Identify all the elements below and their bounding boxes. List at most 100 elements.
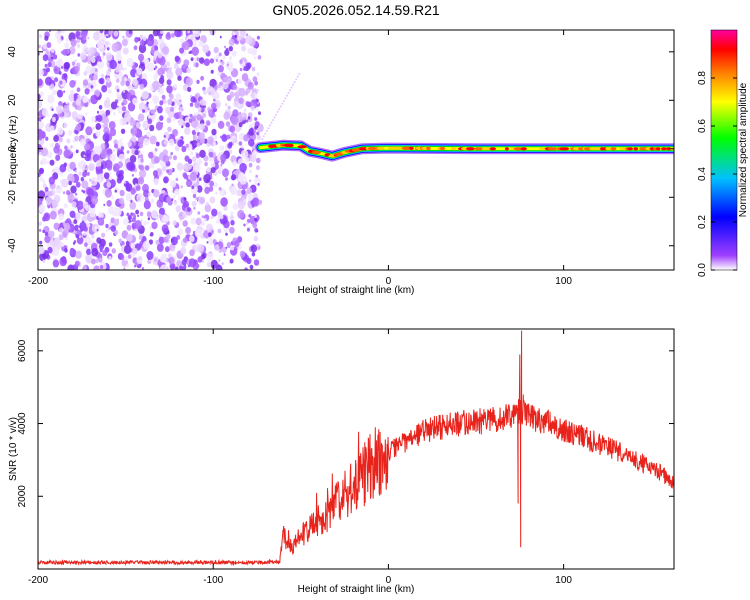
noise-speckle bbox=[66, 190, 71, 196]
noise-speckle bbox=[108, 206, 115, 215]
noise-speckle bbox=[116, 88, 120, 93]
noise-speckle bbox=[160, 264, 168, 270]
noise-speckle bbox=[225, 47, 229, 52]
noise-speckle bbox=[92, 31, 101, 41]
noise-speckle bbox=[166, 79, 172, 86]
noise-speckle bbox=[150, 209, 158, 219]
noise-speckle bbox=[218, 169, 222, 175]
noise-speckle bbox=[174, 266, 179, 270]
noise-speckle bbox=[201, 215, 205, 219]
noise-speckle bbox=[190, 96, 196, 103]
noise-speckle bbox=[95, 160, 102, 168]
noise-speckle bbox=[224, 103, 228, 107]
noise-speckle bbox=[105, 109, 111, 116]
spectrogram-y-label: Frequency (Hz) bbox=[8, 116, 19, 185]
noise-speckle bbox=[208, 237, 215, 246]
noise-speckle bbox=[247, 193, 254, 201]
noise-speckle bbox=[110, 101, 118, 110]
noise-speckle bbox=[172, 220, 177, 226]
noise-speckle bbox=[210, 215, 214, 220]
noise-speckle bbox=[157, 52, 163, 59]
noise-speckle bbox=[42, 43, 48, 50]
noise-speckle bbox=[137, 197, 140, 201]
noise-speckle bbox=[195, 217, 202, 226]
x-tick-label: 100 bbox=[555, 575, 572, 586]
noise-speckle bbox=[154, 156, 160, 164]
noise-speckle bbox=[102, 85, 105, 89]
noise-speckle bbox=[143, 189, 150, 198]
noise-speckle bbox=[109, 176, 113, 181]
noise-speckle bbox=[257, 245, 261, 250]
noise-speckle bbox=[206, 241, 209, 244]
noise-speckle bbox=[150, 198, 155, 203]
noise-speckle bbox=[96, 228, 99, 232]
noise-speckle bbox=[103, 99, 111, 108]
noise-speckle bbox=[132, 97, 138, 106]
noise-speckle bbox=[227, 142, 233, 149]
noise-speckle bbox=[173, 83, 178, 88]
noise-speckle bbox=[125, 263, 129, 268]
noise-speckle bbox=[82, 215, 88, 222]
noise-speckle bbox=[95, 123, 102, 130]
noise-speckle bbox=[203, 58, 210, 66]
noise-speckle bbox=[136, 67, 143, 75]
noise-speckle bbox=[223, 76, 227, 81]
noise-speckle bbox=[46, 67, 50, 73]
noise-speckle bbox=[48, 176, 56, 185]
noise-speckle bbox=[42, 229, 46, 234]
noise-speckle bbox=[38, 190, 46, 200]
noise-speckle bbox=[44, 235, 51, 244]
noise-speckle bbox=[177, 139, 184, 148]
noise-speckle bbox=[142, 221, 147, 226]
noise-speckle bbox=[213, 46, 219, 54]
noise-speckle bbox=[50, 143, 54, 148]
noise-speckle bbox=[238, 122, 243, 128]
noise-speckle bbox=[221, 246, 227, 253]
noise-speckle bbox=[205, 120, 211, 126]
noise-speckle bbox=[75, 30, 81, 37]
noise-speckle bbox=[256, 35, 260, 40]
noise-speckle bbox=[92, 126, 95, 130]
noise-speckle bbox=[45, 196, 53, 205]
noise-speckle bbox=[170, 179, 177, 188]
noise-speckle bbox=[82, 96, 88, 104]
noise-speckle bbox=[43, 189, 51, 198]
colorbar-gradient bbox=[710, 29, 738, 271]
snr-line bbox=[38, 330, 674, 567]
noise-speckle bbox=[256, 72, 260, 77]
noise-speckle bbox=[62, 49, 68, 56]
noise-speckle bbox=[181, 259, 187, 266]
noise-speckle bbox=[38, 120, 43, 131]
noise-speckle bbox=[131, 173, 134, 177]
noise-speckle bbox=[106, 35, 108, 39]
noise-speckle bbox=[186, 67, 192, 74]
noise-speckle bbox=[201, 260, 204, 263]
noise-speckle bbox=[250, 47, 258, 56]
noise-speckle bbox=[150, 109, 155, 115]
noise-speckle bbox=[161, 83, 164, 87]
noise-speckle bbox=[137, 145, 140, 149]
noise-speckle bbox=[166, 117, 172, 124]
noise-speckle bbox=[84, 242, 88, 247]
noise-speckle bbox=[243, 223, 246, 227]
noise-speckle bbox=[83, 154, 86, 158]
noise-speckle bbox=[139, 165, 145, 171]
noise-speckle bbox=[92, 74, 98, 81]
noise-speckle bbox=[137, 214, 140, 218]
noise-speckle bbox=[241, 113, 246, 118]
noise-speckle bbox=[153, 189, 160, 198]
noise-speckle bbox=[183, 164, 187, 170]
noise-speckle bbox=[224, 49, 230, 56]
noise-speckle bbox=[269, 124, 271, 127]
noise-speckle bbox=[220, 163, 223, 167]
noise-speckle bbox=[196, 185, 203, 193]
noise-speckle bbox=[53, 222, 60, 230]
noise-speckle bbox=[58, 136, 63, 143]
signal-hotspot bbox=[311, 150, 322, 155]
noise-speckle bbox=[76, 43, 81, 48]
snr-panel: -200 -100 0 100 2000 4000 6000 Height of stra… bbox=[8, 328, 675, 595]
noise-speckle bbox=[187, 86, 192, 93]
noise-speckle bbox=[161, 224, 169, 233]
noise-speckle bbox=[210, 116, 217, 124]
noise-speckle bbox=[218, 52, 222, 57]
